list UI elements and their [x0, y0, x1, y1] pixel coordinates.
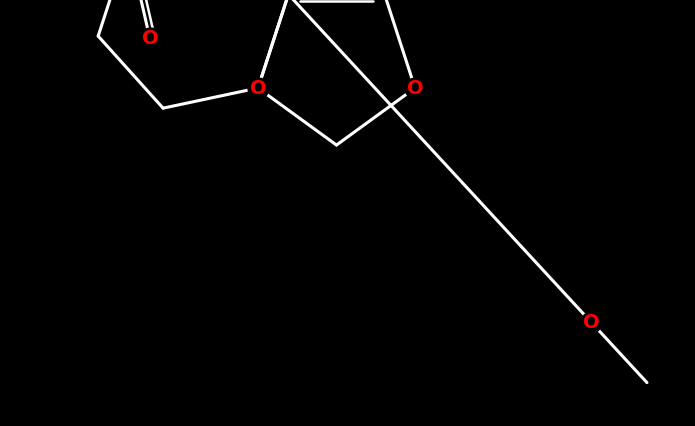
Text: O: O — [142, 29, 158, 48]
Text: O: O — [582, 313, 599, 331]
Text: O: O — [407, 78, 423, 98]
Text: O: O — [250, 78, 266, 98]
